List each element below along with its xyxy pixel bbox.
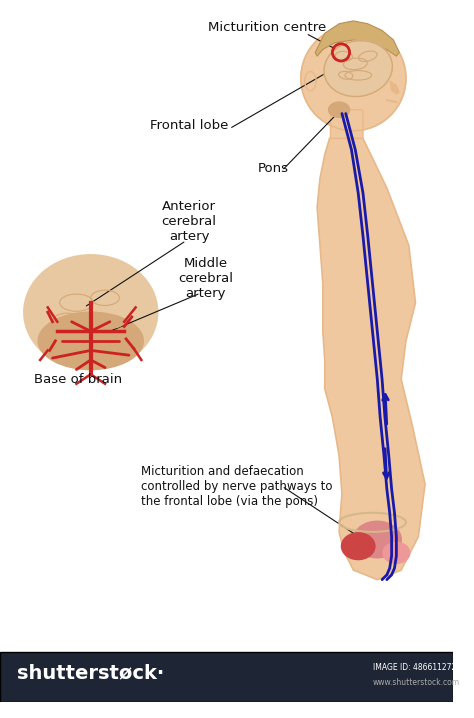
Text: Anterior
cerebral
artery: Anterior cerebral artery [162,200,217,243]
Text: Micturition centre: Micturition centre [208,21,327,34]
Ellipse shape [354,521,401,558]
Circle shape [301,26,406,131]
Ellipse shape [324,41,392,96]
Text: IMAGE ID: 486611272: IMAGE ID: 486611272 [373,663,456,672]
FancyBboxPatch shape [0,652,453,702]
Circle shape [374,58,381,66]
Text: Micturition and defaecation
controlled by nerve pathways to
the frontal lobe (vi: Micturition and defaecation controlled b… [141,465,333,508]
Polygon shape [315,21,399,56]
Circle shape [375,60,379,64]
Text: shutterstøck·: shutterstøck· [17,663,164,683]
Ellipse shape [383,542,410,564]
Ellipse shape [305,72,316,90]
Polygon shape [390,81,399,95]
Ellipse shape [341,533,375,559]
FancyBboxPatch shape [330,110,363,140]
Text: Middle
cerebral
artery: Middle cerebral artery [178,257,233,300]
Ellipse shape [328,102,350,117]
Ellipse shape [38,312,143,370]
Text: Pons: Pons [258,162,289,175]
Text: www.shutterstock.com: www.shutterstock.com [373,679,460,687]
Text: Frontal lobe: Frontal lobe [150,119,228,132]
Ellipse shape [24,255,157,370]
Polygon shape [317,139,425,579]
Text: Base of brain: Base of brain [34,373,122,386]
